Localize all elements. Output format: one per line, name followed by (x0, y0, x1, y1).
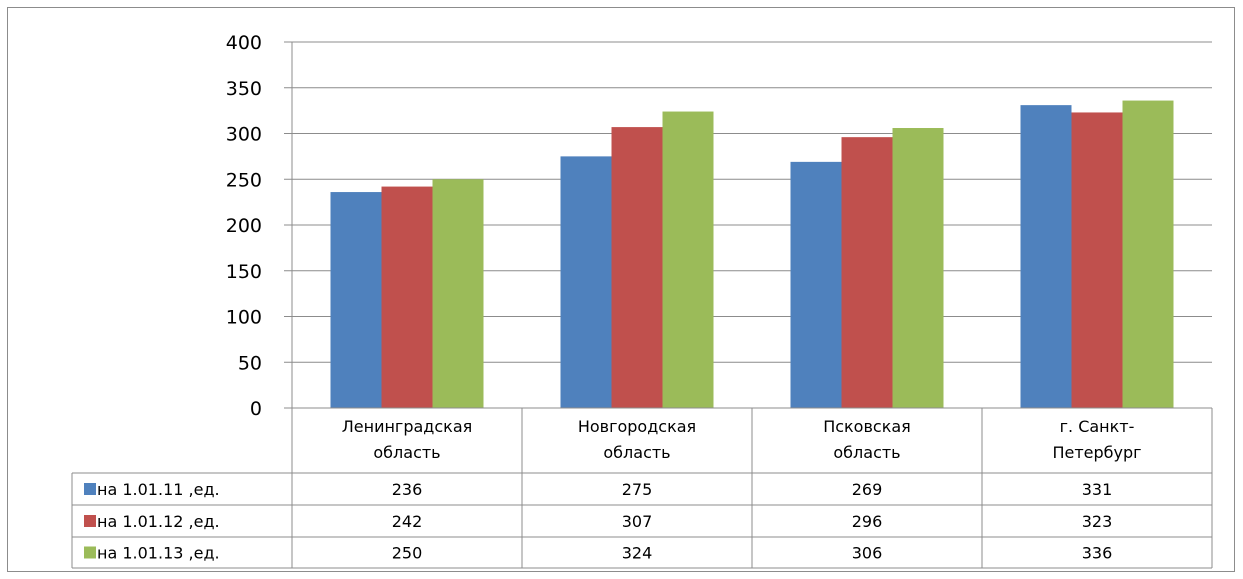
series-label: на 1.01.12 ,ед. (97, 512, 220, 531)
data-label: 306 (852, 544, 883, 563)
bar (841, 137, 893, 408)
y-tick-label: 300 (226, 124, 262, 146)
bar (1122, 100, 1174, 408)
data-table: Ленинградская область Новгородская область П… (71, 407, 1213, 569)
bar (892, 128, 944, 408)
data-label: 242 (392, 512, 423, 531)
y-tick-label: 350 (226, 78, 262, 100)
y-tick-label: 100 (226, 307, 262, 329)
category-label: область (603, 443, 670, 462)
category-label: область (833, 443, 900, 462)
data-label: 336 (1082, 544, 1113, 563)
bar (560, 156, 612, 408)
bar (1071, 112, 1123, 408)
y-axis-tick-labels: 0 50 100 150 200 250 300 350 400 (226, 32, 262, 420)
y-tick-label: 50 (238, 352, 262, 374)
data-label: 323 (1082, 512, 1113, 531)
bar (790, 161, 842, 408)
bars (330, 100, 1174, 408)
data-label: 236 (392, 480, 423, 499)
category-label: Новгородская (578, 417, 696, 436)
category-label: Ленинградская (342, 417, 473, 436)
bar (381, 186, 433, 408)
category-label: Петербург (1052, 443, 1141, 462)
category-label: область (373, 443, 440, 462)
data-label: 250 (392, 544, 423, 563)
data-label: 324 (622, 544, 653, 563)
data-label: 307 (622, 512, 653, 531)
category-label: Псковская (823, 417, 911, 436)
data-label: 296 (852, 512, 883, 531)
y-tick-label: 0 (250, 398, 262, 420)
series-label: на 1.01.13 ,ед. (97, 544, 220, 563)
data-label: 331 (1082, 480, 1113, 499)
legend-key (84, 515, 96, 527)
bar (330, 192, 382, 408)
legend-key (84, 546, 96, 559)
data-label: 275 (622, 480, 653, 499)
bar (432, 179, 484, 408)
y-tick-label: 150 (226, 261, 262, 283)
bar (611, 127, 663, 408)
series-label: на 1.01.11 ,ед. (97, 480, 220, 499)
y-tick-label: 400 (226, 32, 262, 54)
bar (662, 111, 714, 408)
y-tick-label: 200 (226, 215, 262, 237)
y-tick-label: 250 (226, 169, 262, 191)
bar (1020, 105, 1072, 408)
category-label: г. Санкт- (1060, 417, 1135, 436)
data-label: 269 (852, 480, 883, 499)
legend-key (84, 483, 96, 495)
